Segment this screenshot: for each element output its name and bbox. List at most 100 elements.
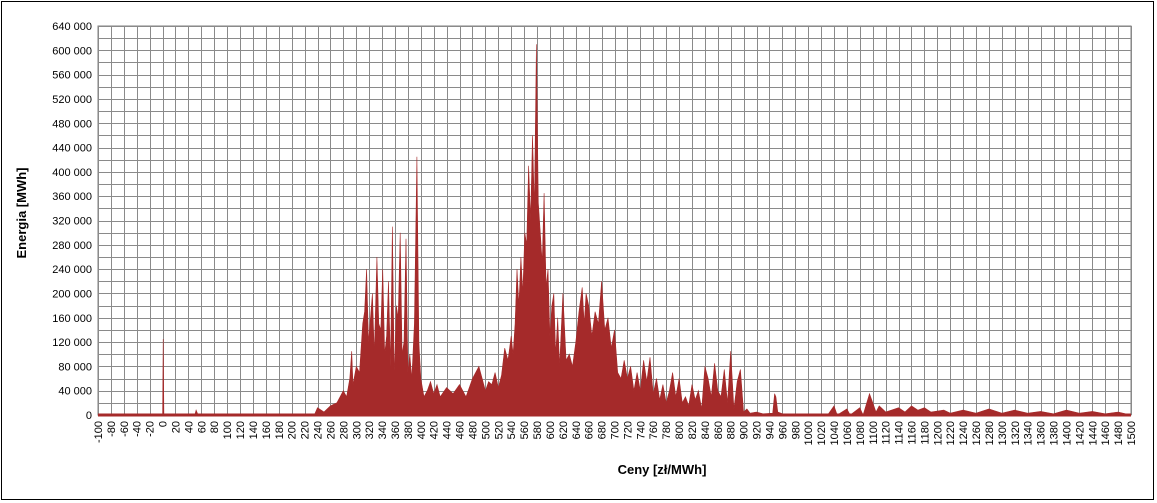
x-tick-label: 420 bbox=[429, 421, 441, 439]
x-tick-label: 960 bbox=[777, 421, 789, 439]
x-tick-label: 180 bbox=[274, 421, 286, 439]
x-tick-label: 1400 bbox=[1061, 421, 1073, 445]
x-tick-label: 280 bbox=[338, 421, 350, 439]
y-tick-label: 40 000 bbox=[58, 386, 92, 398]
y-tick-label: 640 000 bbox=[52, 21, 92, 33]
x-tick-label: 20 bbox=[171, 421, 183, 433]
x-tick-label: 980 bbox=[790, 421, 802, 439]
y-tick-label: 520 000 bbox=[52, 94, 92, 106]
y-tick-label: 240 000 bbox=[52, 264, 92, 276]
x-tick-label: 1080 bbox=[855, 421, 867, 445]
x-tick-label: 440 bbox=[442, 421, 454, 439]
x-tick-label: 680 bbox=[597, 421, 609, 439]
x-tick-label: 60 bbox=[196, 421, 208, 433]
x-tick-label: 1300 bbox=[997, 421, 1009, 445]
x-tick-label: 160 bbox=[261, 421, 273, 439]
x-tick-label: 820 bbox=[687, 421, 699, 439]
x-tick-label: 340 bbox=[377, 421, 389, 439]
y-tick-label: 160 000 bbox=[52, 313, 92, 325]
chart-area-layer bbox=[98, 44, 1132, 417]
x-tick-label: -100 bbox=[93, 421, 105, 443]
x-tick-label: 600 bbox=[545, 421, 557, 439]
x-tick-label: 260 bbox=[325, 421, 337, 439]
x-tick-label: 380 bbox=[403, 421, 415, 439]
x-tick-label: 700 bbox=[610, 421, 622, 439]
x-tick-label: 760 bbox=[648, 421, 660, 439]
x-tick-label: -60 bbox=[119, 421, 131, 437]
x-tick-label: 1240 bbox=[958, 421, 970, 445]
x-tick-label: 1180 bbox=[919, 421, 931, 445]
x-tick-labels: -100 -80 -60 -40 -20 0 20 40 60 80 100 120 140 160 180… bbox=[93, 421, 1138, 445]
x-axis-title: Ceny [zł/MWh] bbox=[618, 462, 707, 477]
x-tick-label: 1360 bbox=[1036, 421, 1048, 445]
x-tick-label: 1460 bbox=[1100, 421, 1112, 445]
x-tick-label: 800 bbox=[674, 421, 686, 439]
y-tick-label: 280 000 bbox=[52, 240, 92, 252]
x-tick-label: 1500 bbox=[1126, 421, 1138, 445]
y-tick-label: 480 000 bbox=[52, 118, 92, 130]
x-tick-label: 320 bbox=[364, 421, 376, 439]
x-tick-label: 840 bbox=[700, 421, 712, 439]
x-tick-label: 240 bbox=[313, 421, 325, 439]
x-tick-label: 860 bbox=[713, 421, 725, 439]
y-axis-title: Energia [MWh] bbox=[14, 168, 29, 259]
x-tick-label: 400 bbox=[416, 421, 428, 439]
x-tick-label: 1020 bbox=[816, 421, 828, 445]
y-tick-label: 400 000 bbox=[52, 167, 92, 179]
y-tick-label: 80 000 bbox=[58, 361, 92, 373]
x-tick-label: 1280 bbox=[984, 421, 996, 445]
x-tick-label: 500 bbox=[480, 421, 492, 439]
y-tick-label: 360 000 bbox=[52, 191, 92, 203]
x-tick-label: 1100 bbox=[868, 421, 880, 445]
x-tick-label: 580 bbox=[532, 421, 544, 439]
y-tick-label: 440 000 bbox=[52, 143, 92, 155]
y-tick-label: 560 000 bbox=[52, 70, 92, 82]
x-tick-label: 1440 bbox=[1087, 421, 1099, 445]
x-tick-label: 220 bbox=[300, 421, 312, 439]
x-tick-label: 0 bbox=[158, 421, 170, 427]
x-tick-label: 920 bbox=[752, 421, 764, 439]
x-tick-label: 740 bbox=[635, 421, 647, 439]
x-tick-label: 880 bbox=[726, 421, 738, 439]
y-tick-label: 0 bbox=[86, 410, 92, 422]
x-tick-label: 780 bbox=[661, 421, 673, 439]
x-tick-label: 40 bbox=[183, 421, 195, 433]
x-tick-label: 1040 bbox=[829, 421, 841, 445]
x-tick-label: 300 bbox=[351, 421, 363, 439]
x-tick-label: 1480 bbox=[1113, 421, 1125, 445]
x-tick-label: 1140 bbox=[894, 421, 906, 445]
x-tick-label: 640 bbox=[571, 421, 583, 439]
x-tick-label: -80 bbox=[106, 421, 118, 437]
x-tick-label: 620 bbox=[558, 421, 570, 439]
series-baseline bbox=[98, 413, 1131, 417]
y-tick-label: 120 000 bbox=[52, 337, 92, 349]
x-tick-label: 140 bbox=[248, 421, 260, 439]
x-tick-label: 940 bbox=[765, 421, 777, 439]
x-tick-label: 1260 bbox=[971, 421, 983, 445]
x-tick-label: 100 bbox=[222, 421, 234, 439]
y-tick-label: 200 000 bbox=[52, 288, 92, 300]
x-tick-label: 560 bbox=[519, 421, 531, 439]
x-tick-label: 1380 bbox=[1049, 421, 1061, 445]
x-tick-label: 360 bbox=[390, 421, 402, 439]
x-tick-label: 1220 bbox=[945, 421, 957, 445]
y-tick-label: 320 000 bbox=[52, 216, 92, 228]
x-tick-label: 540 bbox=[506, 421, 518, 439]
y-tick-label: 600 000 bbox=[52, 45, 92, 57]
x-tick-label: 1060 bbox=[842, 421, 854, 445]
x-tick-label: 720 bbox=[622, 421, 634, 439]
x-tick-label: -40 bbox=[132, 421, 144, 437]
x-tick-label: 1340 bbox=[1023, 421, 1035, 445]
x-tick-label: 660 bbox=[584, 421, 596, 439]
x-tick-label: 1420 bbox=[1074, 421, 1086, 445]
x-tick-label: 1120 bbox=[881, 421, 893, 445]
x-tick-label: 1200 bbox=[932, 421, 944, 445]
x-tick-label: 900 bbox=[739, 421, 751, 439]
x-tick-label: 520 bbox=[493, 421, 505, 439]
y-tick-labels: 0 40 000 80 000 120 000 160 000 200 000 240 00… bbox=[52, 21, 92, 422]
x-tick-label: 120 bbox=[235, 421, 247, 439]
x-tick-label: 200 bbox=[287, 421, 299, 439]
x-tick-label: 80 bbox=[209, 421, 221, 433]
x-tick-label: -20 bbox=[145, 421, 157, 437]
